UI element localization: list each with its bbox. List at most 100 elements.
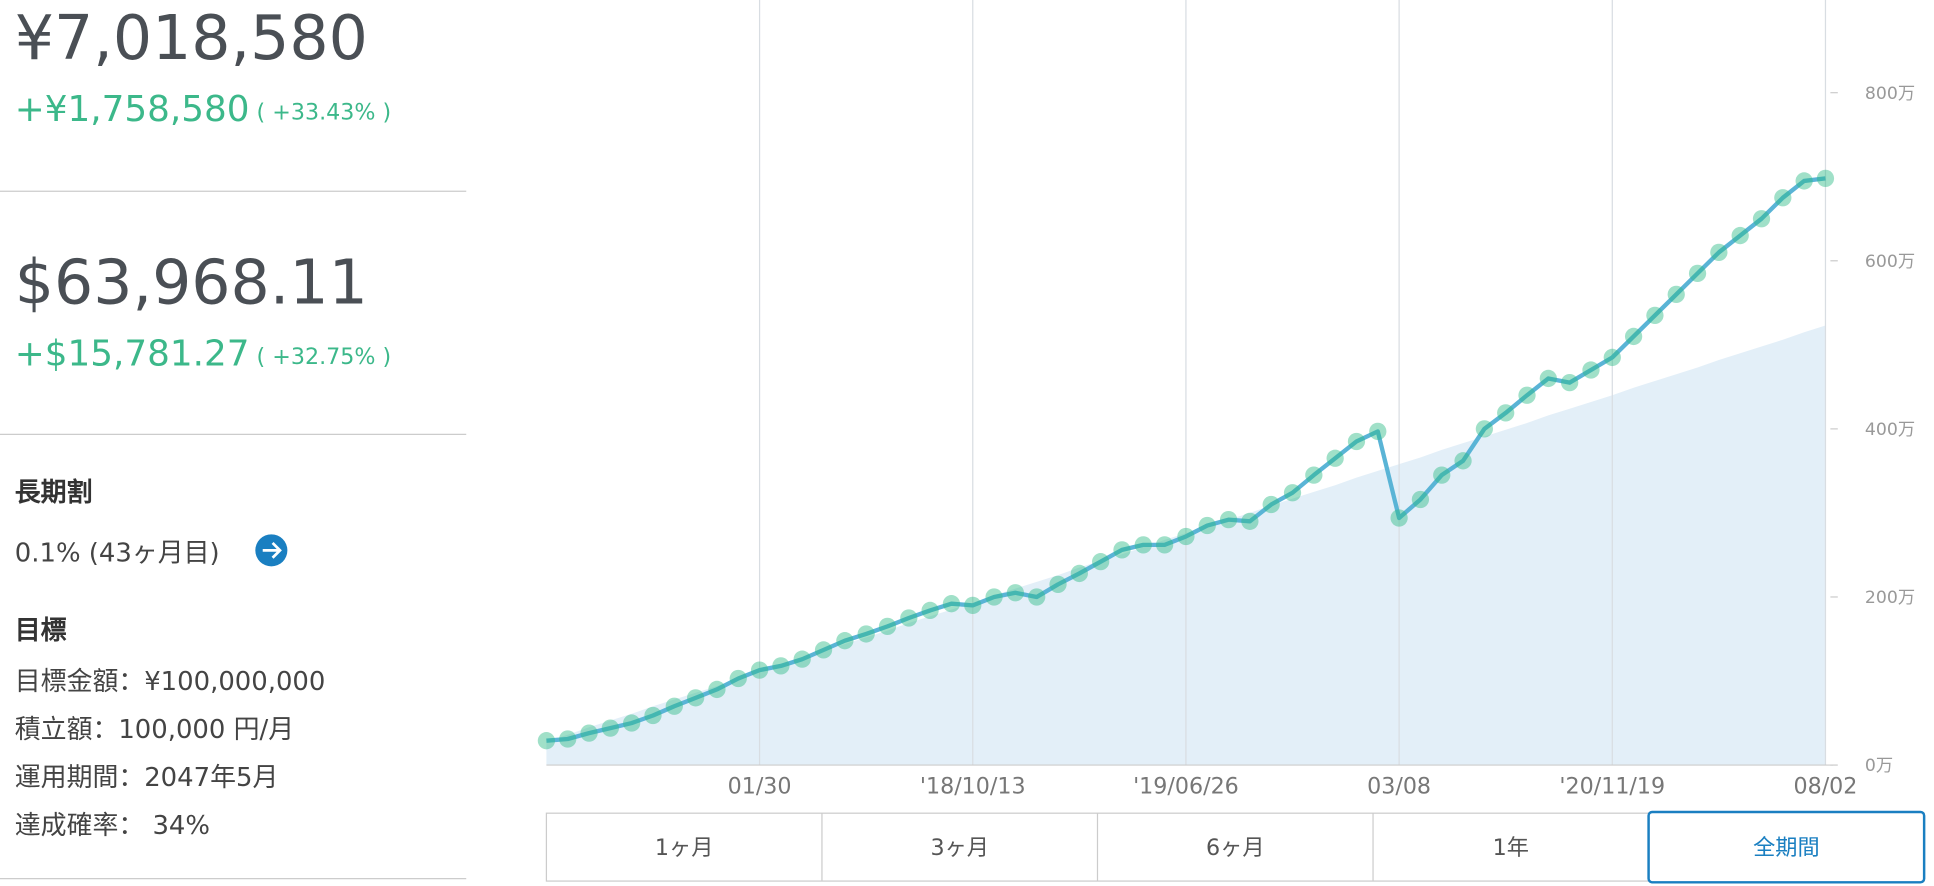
chart: 01/30 '18/10/13 '19/06/26 03/08 '20/11/19 08/…: [537, 0, 1915, 799]
point: [708, 680, 726, 699]
point: [1624, 327, 1643, 346]
point: [814, 641, 833, 659]
y-tick-label: 400万: [1865, 420, 1915, 440]
discount-text: 0.1% (43ヶ月目): [15, 538, 220, 568]
point: [644, 706, 662, 725]
point: [1198, 516, 1216, 535]
goal-line: 運用期間：2047年5月: [15, 763, 279, 793]
goal-line: 積立額：100,000 円/月: [15, 715, 294, 745]
usd-rate: ( +32.75% ): [257, 344, 392, 370]
point: [559, 730, 577, 748]
goal-title: 目標: [15, 616, 67, 646]
jpy-total: ¥7,018,580: [15, 2, 368, 74]
discount-link[interactable]: [255, 534, 288, 567]
jpy-rate: ( +33.43% ): [257, 100, 392, 126]
point: [1497, 404, 1515, 422]
point: [1219, 511, 1238, 529]
point: [1390, 509, 1408, 527]
point: [1646, 306, 1664, 325]
point: [942, 595, 961, 613]
point: [686, 689, 705, 707]
point: [1688, 264, 1707, 283]
usd-gain: +$15,781.27: [15, 333, 250, 374]
point: [1774, 189, 1792, 207]
point: [964, 596, 982, 615]
usd-total: $63,968.11: [15, 247, 368, 319]
point: [1006, 584, 1025, 602]
point: [729, 669, 747, 688]
y-tick-label: 0万: [1865, 756, 1893, 776]
point: [836, 632, 854, 650]
point: [1305, 466, 1323, 484]
x-tick-label: 03/08: [1367, 773, 1431, 799]
point: [750, 661, 769, 679]
point: [537, 732, 556, 750]
summary-panel: ¥7,018,580 +¥1,758,580 ( +33.43% ) $63,9…: [0, 2, 467, 880]
point: [1475, 420, 1494, 438]
x-tick-label: '20/11/19: [1559, 773, 1665, 799]
x-tick-label: 08/02: [1793, 773, 1857, 799]
y-tick-label: 200万: [1865, 588, 1915, 608]
period-button[interactable]: 3ヶ月: [930, 835, 988, 861]
point: [1113, 541, 1131, 559]
point: [1369, 422, 1387, 441]
point: [772, 657, 790, 675]
period-button[interactable]: 1ヶ月: [655, 835, 713, 861]
point: [1347, 432, 1366, 451]
point: [1454, 452, 1472, 470]
point: [1433, 466, 1451, 484]
point: [1411, 490, 1430, 509]
period-selected[interactable]: [1647, 810, 1926, 884]
point: [1177, 527, 1195, 546]
point: [1561, 374, 1579, 392]
point: [1795, 172, 1813, 190]
goal-line: 目標金額：¥100,000,000: [15, 667, 326, 697]
point: [580, 724, 598, 742]
point: [1262, 495, 1280, 514]
point: [1667, 285, 1685, 304]
discount-title: 長期割: [15, 477, 93, 508]
point: [1752, 210, 1771, 228]
arrow-icon: [262, 541, 282, 559]
jpy-gain: +¥1,758,580: [15, 89, 250, 130]
goal-lines: 目標金額：¥100,000,000 積立額：100,000 円/月運用期間：204…: [15, 667, 326, 841]
point: [1518, 386, 1536, 404]
point: [900, 609, 918, 627]
point: [1155, 536, 1174, 554]
point: [1049, 575, 1067, 594]
point: [1326, 449, 1344, 467]
point: [1582, 361, 1600, 379]
point: [1710, 243, 1728, 262]
point: [665, 697, 683, 715]
period-button[interactable]: 全期間: [1753, 835, 1820, 861]
point: [1028, 588, 1046, 606]
point: [1134, 536, 1152, 554]
point: [601, 719, 619, 737]
x-tick-label: '18/10/13: [920, 773, 1026, 799]
point: [1731, 226, 1749, 245]
point: [623, 714, 641, 732]
point: [1283, 484, 1302, 502]
period-selector: 1ヶ月 3ヶ月 6ヶ月 1年 全期間: [545, 810, 1926, 884]
point: [985, 588, 1003, 606]
x-tick-label: '19/06/26: [1133, 773, 1239, 799]
y-tick-label: 600万: [1865, 252, 1915, 272]
point: [1603, 348, 1621, 367]
point: [1241, 512, 1259, 530]
point: [1816, 169, 1835, 188]
line: [546, 176, 1826, 743]
period-button[interactable]: 1年: [1493, 835, 1529, 861]
point: [793, 650, 811, 668]
period-button[interactable]: 6ヶ月: [1206, 835, 1264, 861]
goal-line: 達成確率： 34%: [15, 811, 210, 841]
x-tick-label: 01/30: [728, 773, 792, 799]
point: [878, 617, 897, 636]
point: [921, 601, 939, 620]
point: [1092, 553, 1110, 571]
point: [1539, 369, 1557, 388]
point: [1070, 564, 1088, 583]
y-tick-label: 800万: [1865, 84, 1915, 104]
point: [857, 625, 875, 643]
